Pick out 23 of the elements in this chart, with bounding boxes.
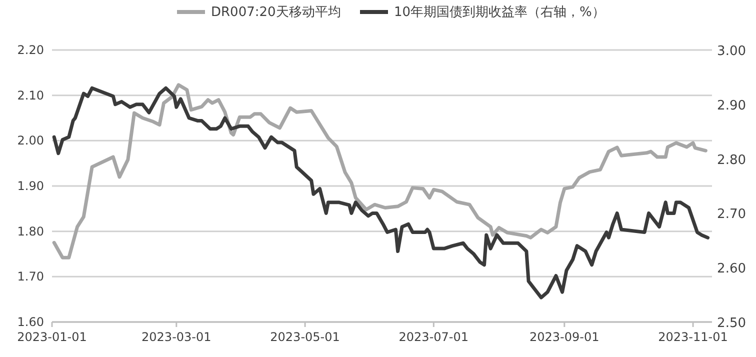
line-series: [52, 83, 708, 260]
legend-label: DR007:20天移动平均: [211, 5, 341, 20]
y2-tick-label: 3.00: [717, 44, 746, 59]
x-tick-label: 2023-11-01: [658, 330, 728, 344]
x-tick-label: 2023-05-01: [270, 330, 340, 344]
y2-tick-label: 2.80: [717, 152, 746, 168]
y-tick-label: 1.80: [17, 224, 44, 238]
line-series: [52, 86, 710, 300]
y-tick-label: 1.60: [17, 315, 44, 329]
y-tick-label: 2.00: [17, 134, 44, 148]
x-tick-label: 2023-07-01: [398, 330, 469, 344]
y-tick-label: 1.90: [17, 179, 44, 193]
y-tick-label: 2.20: [17, 43, 44, 57]
y-tick-label: 1.70: [17, 270, 44, 284]
legend-label: 10年期国债到期收益率（右轴，%）: [394, 4, 605, 20]
y-tick-label: 2.10: [17, 88, 44, 102]
y2-tick-label: 2.50: [717, 316, 746, 331]
x-tick-label: 2023-01-01: [17, 330, 87, 344]
x-tick-label: 2023-09-01: [530, 330, 600, 344]
y2-tick-label: 2.90: [717, 98, 746, 114]
y2-tick-label: 2.60: [717, 262, 746, 277]
x-tick-label: 2023-03-01: [142, 330, 212, 344]
y2-tick-label: 2.70: [717, 207, 746, 222]
